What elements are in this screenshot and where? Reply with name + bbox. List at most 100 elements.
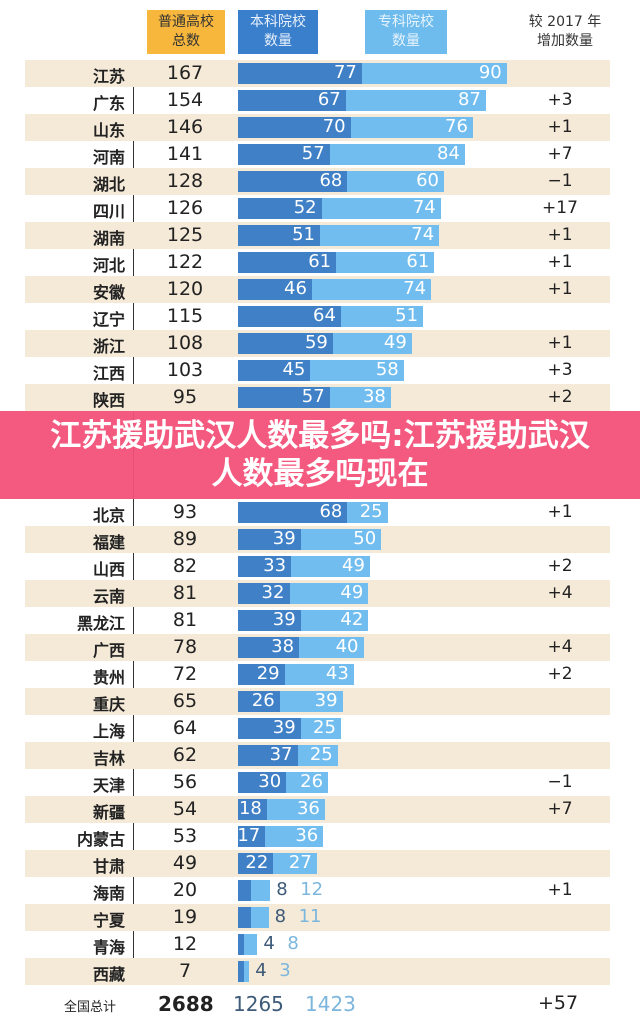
zhuanke-bar <box>310 360 404 381</box>
benke-label: 17 <box>237 825 261 846</box>
change-value: +1 <box>547 117 573 137</box>
table-row: 新疆 54 18 36 +7 <box>25 796 610 823</box>
footer-name: 全国总计 <box>64 1000 117 1015</box>
benke-bar <box>238 360 311 381</box>
benke-label: 51 <box>292 224 316 245</box>
benke-label: 26 <box>251 690 275 711</box>
benke-bar <box>238 907 251 928</box>
change-value: +7 <box>547 144 573 164</box>
benke-label: 68 <box>319 501 343 522</box>
table-row: 青海 12 4 8 <box>25 931 610 958</box>
province-name: 湖南 <box>92 229 125 248</box>
footer-total-row: 全国总计 2688 1265 1423 +57 <box>0 990 640 1020</box>
table-row: 辽宁 115 64 51 <box>25 303 610 330</box>
benke-label: 61 <box>308 251 332 272</box>
province-name: 广西 <box>92 641 125 660</box>
table-row: 海南 20 8 12 +1 <box>25 877 610 904</box>
benke-bar <box>238 664 285 685</box>
benke-bar <box>238 333 333 354</box>
zhuanke-label: 74 <box>412 197 436 218</box>
province-name: 河北 <box>92 256 125 275</box>
change-value: +1 <box>547 333 573 353</box>
zhuanke-label: 51 <box>395 305 419 326</box>
province-name: 湖北 <box>92 175 125 194</box>
table-row: 广东 154 67 87 +3 <box>25 87 610 114</box>
total-value: 62 <box>172 744 198 766</box>
total-value: 120 <box>166 278 204 300</box>
province-name: 辽宁 <box>92 310 125 329</box>
benke-bar <box>238 171 348 192</box>
province-name: 内蒙古 <box>76 830 125 849</box>
benke-label: 57 <box>301 143 325 164</box>
province-name: 江苏 <box>92 67 125 86</box>
zhuanke-label: 84 <box>437 143 460 164</box>
province-name: 福建 <box>92 533 125 552</box>
zhuanke-label: 60 <box>416 170 439 191</box>
benke-bar <box>238 691 280 712</box>
table-row: 安徽 120 46 74 +1 <box>25 276 610 303</box>
benke-label: 4 <box>255 960 267 981</box>
zhuanke-bar <box>329 387 391 408</box>
total-value: 126 <box>166 197 204 219</box>
zhuanke-bar <box>336 252 435 273</box>
province-name: 上海 <box>92 722 125 741</box>
total-value: 81 <box>172 582 198 604</box>
zhuanke-bar <box>350 117 474 138</box>
zhuanke-bar <box>361 63 507 84</box>
zhuanke-bar <box>289 583 369 604</box>
zhuanke-bar <box>329 144 465 165</box>
header-total: 普通高校 总数 <box>147 10 225 54</box>
zhuanke-bar <box>291 556 370 577</box>
benke-label: 33 <box>263 555 287 576</box>
table-row: 天津 56 30 26 −1 <box>25 769 610 796</box>
total-value: 7 <box>178 960 192 982</box>
total-value: 53 <box>172 825 198 847</box>
total-value: 125 <box>166 224 204 246</box>
footer-total: 2688 <box>158 992 214 1016</box>
table-row: 浙江 108 59 49 +1 <box>25 330 610 357</box>
zhuanke-bar <box>250 880 271 901</box>
change-value: +4 <box>547 583 573 603</box>
change-value: +2 <box>547 664 573 684</box>
zhuanke-label: 49 <box>342 555 365 576</box>
zhuanke-label: 25 <box>313 717 336 738</box>
table-row: 西藏 7 4 3 <box>25 958 610 985</box>
province-name: 陕西 <box>92 391 125 410</box>
benke-bar <box>238 306 342 327</box>
benke-bar <box>238 745 298 766</box>
province-name: 宁夏 <box>92 911 125 930</box>
province-name: 四川 <box>92 202 125 221</box>
table-row: 江西 103 45 58 +3 <box>25 357 610 384</box>
zhuanke-label: 50 <box>353 528 377 549</box>
benke-label: 59 <box>304 332 328 353</box>
total-value: 167 <box>166 62 204 84</box>
benke-label: 77 <box>333 62 357 83</box>
benke-label: 29 <box>256 663 280 684</box>
benke-bar <box>238 387 330 408</box>
province-name: 河南 <box>92 148 125 167</box>
benke-bar <box>238 961 245 982</box>
total-value: 54 <box>172 798 198 820</box>
zhuanke-bar <box>265 826 324 847</box>
change-value: +1 <box>547 880 573 900</box>
zhuanke-label: 42 <box>340 609 364 630</box>
zhuanke-label: 38 <box>362 386 386 407</box>
footer-benke: 1265 <box>233 992 284 1016</box>
footer-zhuanke: 1423 <box>305 992 356 1016</box>
total-value: 65 <box>172 690 198 712</box>
zhuanke-label: 25 <box>359 501 383 522</box>
table-row: 吉林 62 37 25 <box>25 742 610 769</box>
table-row: 宁夏 19 8 11 <box>25 904 610 931</box>
total-value: 12 <box>172 933 198 955</box>
benke-bar <box>238 934 245 955</box>
benke-bar <box>238 502 348 523</box>
benke-label: 8 <box>274 906 287 927</box>
province-name: 贵州 <box>92 668 125 687</box>
table-row: 陕西 95 57 38 +2 <box>25 384 610 411</box>
province-name: 甘肃 <box>92 857 125 876</box>
zhuanke-bar <box>299 637 364 658</box>
benke-bar <box>238 610 301 631</box>
total-value: 93 <box>172 501 198 523</box>
change-value: +17 <box>542 198 578 218</box>
benke-bar <box>238 144 330 165</box>
